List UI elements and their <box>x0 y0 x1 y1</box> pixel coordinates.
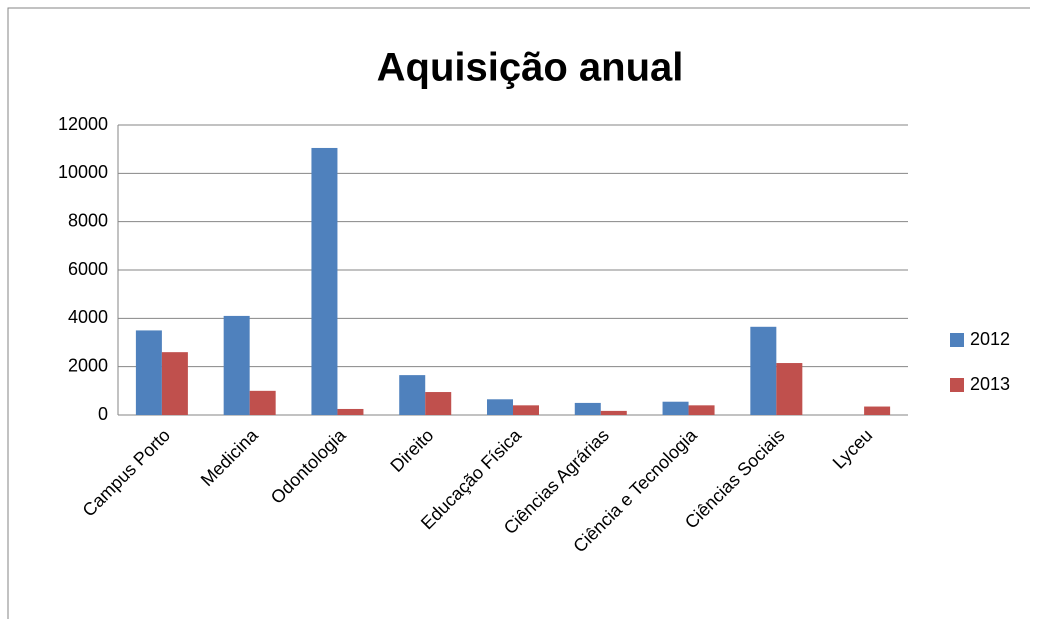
bar <box>513 405 539 415</box>
bar <box>662 401 689 415</box>
y-tick-label: 0 <box>98 404 108 424</box>
bar <box>574 402 601 415</box>
bar <box>425 392 452 415</box>
legend-label: 2012 <box>970 329 1010 349</box>
y-tick-label: 12000 <box>58 114 108 134</box>
legend-swatch <box>950 333 964 347</box>
x-tick-label: Direito <box>386 425 437 476</box>
x-tick-label: Campus Porto <box>79 425 175 521</box>
bar <box>487 399 513 415</box>
bar <box>135 330 162 415</box>
x-tick-label: Odontologia <box>267 424 350 507</box>
bar <box>864 406 891 415</box>
bar <box>311 147 338 416</box>
bar <box>223 315 250 415</box>
y-tick-label: 6000 <box>68 259 108 279</box>
x-tick-label: Medicina <box>197 424 263 490</box>
y-tick-label: 4000 <box>68 307 108 327</box>
bar <box>161 352 188 415</box>
chart-title: Aquisição anual <box>377 46 684 90</box>
legend-swatch <box>950 378 964 392</box>
chart-border <box>7 7 1030 619</box>
bar <box>750 326 777 415</box>
bar <box>399 375 426 415</box>
x-tick-label: Lyceu <box>829 425 877 473</box>
y-tick-label: 8000 <box>68 210 108 230</box>
y-tick-label: 2000 <box>68 355 108 375</box>
y-tick-label: 10000 <box>58 162 108 182</box>
bar <box>337 408 364 415</box>
bar <box>600 410 627 415</box>
bar <box>776 363 803 415</box>
bar <box>249 390 276 415</box>
bar <box>688 405 715 415</box>
legend-label: 2013 <box>970 374 1010 394</box>
